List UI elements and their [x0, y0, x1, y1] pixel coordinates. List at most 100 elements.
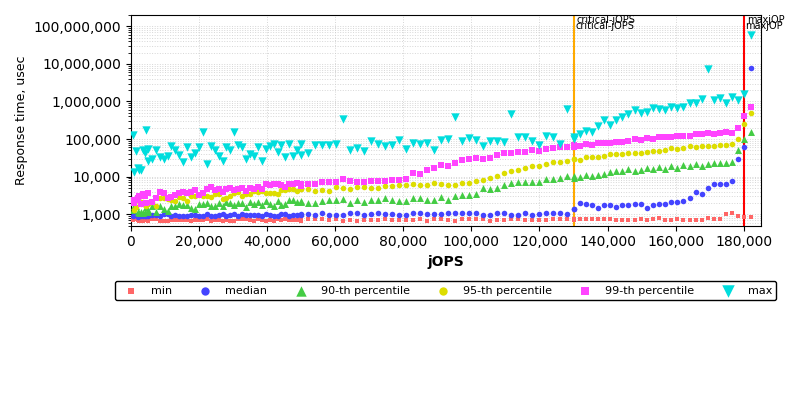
95-th percentile: [462, 180, 475, 186]
95-th percentile: [267, 190, 280, 196]
max: [216, 158, 229, 164]
max: [197, 128, 210, 135]
median: [628, 201, 641, 207]
median: [271, 213, 284, 219]
95-th percentile: [421, 181, 434, 188]
95-th percentile: [177, 195, 190, 201]
99-th percentile: [610, 139, 622, 145]
90-th percentile: [434, 194, 447, 200]
95-th percentile: [204, 194, 217, 200]
max: [130, 148, 142, 154]
90-th percentile: [610, 168, 622, 174]
min: [275, 217, 288, 224]
max: [228, 128, 241, 135]
99-th percentile: [158, 189, 170, 196]
median: [442, 210, 454, 216]
max: [702, 66, 714, 72]
90-th percentile: [197, 201, 210, 207]
99-th percentile: [130, 197, 142, 204]
min: [628, 217, 641, 224]
max: [322, 142, 335, 148]
95-th percentile: [140, 203, 153, 210]
median: [434, 211, 447, 218]
95-th percentile: [702, 143, 714, 149]
95-th percentile: [640, 149, 653, 155]
99-th percentile: [683, 132, 696, 139]
90-th percentile: [518, 178, 531, 185]
min: [574, 216, 586, 222]
min: [683, 217, 696, 224]
median: [189, 212, 202, 218]
90-th percentile: [591, 172, 604, 178]
95-th percentile: [142, 201, 154, 208]
95-th percentile: [158, 194, 170, 201]
90-th percentile: [358, 199, 370, 206]
max: [683, 100, 696, 107]
99-th percentile: [244, 185, 257, 191]
median: [399, 212, 412, 218]
99-th percentile: [414, 171, 426, 177]
95-th percentile: [671, 146, 684, 152]
90-th percentile: [365, 196, 378, 203]
90-th percentile: [421, 197, 434, 203]
99-th percentile: [574, 142, 586, 149]
min: [271, 216, 284, 222]
median: [714, 181, 726, 188]
99-th percentile: [128, 200, 141, 206]
90-th percentile: [677, 162, 690, 168]
median: [744, 64, 757, 71]
90-th percentile: [406, 194, 419, 201]
90-th percentile: [134, 209, 147, 216]
median: [291, 212, 304, 218]
90-th percentile: [344, 200, 357, 206]
X-axis label: jOPS: jOPS: [427, 255, 464, 269]
95-th percentile: [434, 181, 447, 188]
min: [287, 216, 300, 223]
median: [201, 211, 214, 217]
min: [483, 217, 496, 224]
99-th percentile: [707, 131, 720, 138]
min: [476, 216, 489, 222]
median: [140, 213, 153, 219]
median: [337, 212, 350, 218]
99-th percentile: [193, 192, 206, 198]
max: [393, 137, 406, 143]
99-th percentile: [251, 184, 264, 191]
max: [181, 144, 194, 150]
min: [161, 218, 174, 224]
median: [259, 211, 272, 217]
median: [653, 200, 666, 207]
95-th percentile: [350, 184, 363, 190]
max: [490, 138, 503, 144]
Legend: min, median, 90-th percentile, 95-th percentile, 99-th percentile, max: min, median, 90-th percentile, 95-th per…: [115, 281, 777, 300]
90-th percentile: [526, 179, 538, 185]
95-th percentile: [193, 192, 206, 198]
99-th percentile: [393, 176, 406, 183]
median: [683, 195, 696, 202]
99-th percentile: [579, 141, 592, 147]
median: [671, 199, 684, 205]
max: [665, 104, 678, 110]
95-th percentile: [732, 136, 745, 142]
99-th percentile: [337, 176, 350, 182]
min: [131, 216, 144, 223]
99-th percentile: [212, 186, 225, 192]
max: [358, 148, 370, 154]
90-th percentile: [275, 202, 288, 208]
median: [158, 211, 170, 217]
95-th percentile: [616, 151, 629, 157]
99-th percentile: [208, 186, 221, 193]
min: [316, 216, 329, 222]
max: [263, 143, 276, 149]
99-th percentile: [142, 190, 154, 196]
min: [671, 216, 684, 222]
median: [640, 204, 653, 211]
median: [267, 212, 280, 219]
90-th percentile: [393, 198, 406, 204]
max: [598, 116, 610, 123]
min: [616, 217, 629, 224]
median: [518, 210, 531, 216]
99-th percentile: [539, 146, 552, 152]
99-th percentile: [134, 201, 147, 208]
min: [126, 217, 139, 224]
